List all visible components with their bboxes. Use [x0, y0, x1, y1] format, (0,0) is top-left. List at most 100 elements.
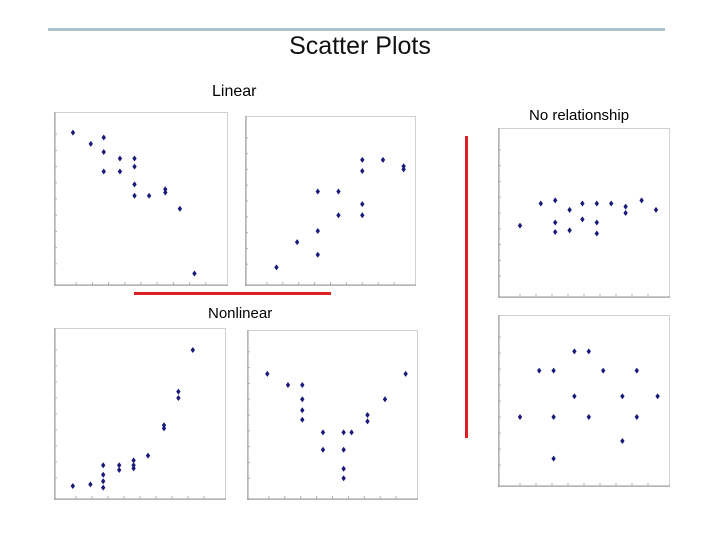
- scatter-point: [594, 230, 599, 237]
- scatter-point: [336, 212, 341, 219]
- scatter-point: [553, 228, 558, 235]
- scatter-point: [320, 446, 326, 453]
- scatter-point: [349, 429, 354, 436]
- label-no-relationship: No relationship: [529, 107, 630, 124]
- scatter-point: [653, 206, 659, 213]
- plot-no-relationship-1: [498, 128, 670, 298]
- scatter-point: [177, 205, 183, 212]
- scatter-point: [70, 129, 76, 136]
- scatter-point: [146, 192, 152, 199]
- scatter-point: [517, 414, 523, 420]
- plot-no-relationship-2: [498, 315, 670, 487]
- scatter-point: [403, 370, 408, 377]
- scatter-point: [315, 188, 320, 195]
- scatter-point: [132, 181, 137, 188]
- scatter-point: [70, 483, 75, 489]
- divider-horizontal: [134, 292, 331, 295]
- scatter-point: [586, 348, 591, 355]
- scatter-point: [300, 396, 305, 403]
- scatter-point: [639, 197, 644, 204]
- plot-nonlinear-quadratic: [247, 330, 418, 500]
- label-linear: Linear: [212, 83, 257, 100]
- scatter-point: [163, 186, 168, 193]
- scatter-point: [285, 381, 291, 388]
- plot-linear-positive: [245, 116, 416, 286]
- scatter-point: [190, 347, 195, 353]
- scatter-point: [88, 140, 93, 147]
- scatter-point: [623, 203, 628, 210]
- scatter-point: [623, 210, 628, 216]
- scatter-point: [274, 264, 279, 271]
- scatter-point: [88, 481, 93, 488]
- scatter-point: [609, 200, 614, 207]
- scatter-point: [300, 416, 305, 423]
- scatter-point: [300, 381, 305, 388]
- scatter-point: [551, 455, 556, 462]
- scatter-point: [360, 212, 365, 219]
- scatter-point: [101, 462, 106, 469]
- scatter-point: [620, 438, 625, 444]
- scatter-point: [655, 393, 660, 400]
- scatter-point: [341, 475, 346, 482]
- scatter-point: [131, 457, 136, 464]
- label-nonlinear: Nonlinear: [208, 305, 273, 322]
- scatter-point: [380, 156, 386, 163]
- scatter-point: [315, 251, 320, 258]
- plot-frame: [498, 128, 670, 298]
- scatter-point: [320, 429, 326, 436]
- scatter-point: [586, 414, 591, 420]
- scatter-point: [538, 200, 543, 207]
- scatter-point: [145, 452, 151, 459]
- scatter-point: [601, 367, 606, 374]
- slide-title: Scatter Plots: [289, 32, 431, 60]
- scatter-point: [131, 462, 136, 469]
- plot-linear-negative: [54, 112, 228, 286]
- scatter-point: [101, 149, 106, 156]
- scatter-point: [537, 367, 542, 374]
- scatter-point: [132, 192, 137, 199]
- plot-frame: [54, 328, 226, 500]
- scatter-point: [101, 134, 106, 141]
- scatter-point: [360, 167, 365, 174]
- scatter-point: [620, 393, 625, 400]
- scatter-point: [163, 189, 168, 196]
- scatter-point: [365, 418, 370, 425]
- title-rule: [48, 28, 665, 31]
- scatter-point: [101, 168, 106, 175]
- scatter-point: [341, 429, 346, 436]
- scatter-point: [517, 222, 523, 229]
- scatter-point: [117, 467, 122, 473]
- scatter-point: [580, 200, 585, 207]
- scatter-point: [580, 216, 585, 223]
- scatter-point: [567, 227, 572, 234]
- scatter-point: [176, 395, 181, 401]
- scatter-point: [401, 163, 406, 170]
- scatter-point: [594, 219, 599, 226]
- scatter-point: [341, 446, 346, 453]
- plot-frame: [247, 330, 418, 500]
- scatter-point: [101, 484, 106, 491]
- plot-frame: [245, 116, 416, 286]
- scatter-point: [572, 393, 577, 400]
- scatter-point: [131, 465, 136, 472]
- scatter-point: [634, 367, 639, 374]
- scatter-point: [572, 348, 577, 355]
- scatter-point: [401, 166, 406, 173]
- scatter-point: [634, 414, 639, 420]
- scatter-point: [117, 168, 123, 175]
- scatter-point: [132, 163, 137, 170]
- scatter-point: [341, 465, 346, 472]
- plot-frame: [54, 112, 228, 286]
- scatter-point: [382, 396, 388, 403]
- scatter-point: [300, 407, 305, 414]
- scatter-point: [294, 239, 300, 246]
- scatter-point: [553, 197, 558, 204]
- scatter-point: [360, 156, 365, 163]
- scatter-point: [360, 201, 365, 208]
- scatter-point: [315, 228, 320, 235]
- scatter-point: [117, 462, 122, 469]
- scatter-point: [567, 206, 572, 213]
- scatter-point: [265, 370, 270, 377]
- scatter-point: [594, 200, 599, 207]
- scatter-point: [101, 478, 106, 485]
